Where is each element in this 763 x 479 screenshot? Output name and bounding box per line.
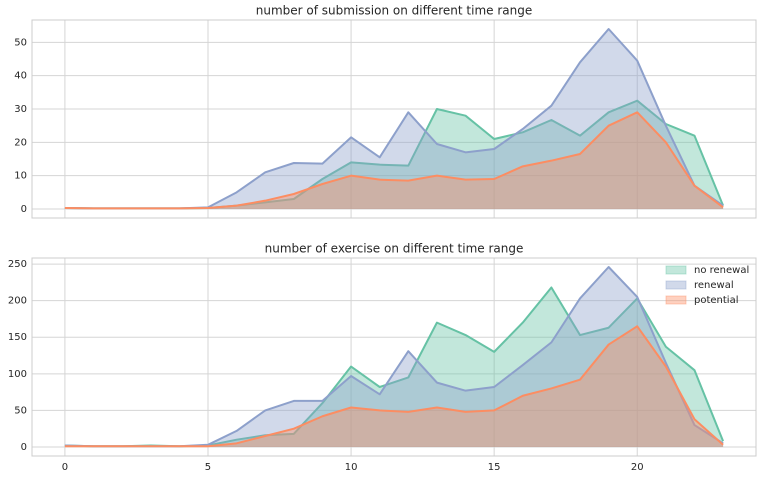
x-tick-label: 10 xyxy=(345,462,358,473)
y-tick-label: 100 xyxy=(8,369,27,380)
area-line xyxy=(64,325,724,448)
area-line xyxy=(64,111,724,210)
y-tick-label: 150 xyxy=(8,332,27,343)
legend-label: potential xyxy=(694,295,738,306)
legend-label: no renewal xyxy=(694,265,749,276)
area-fill xyxy=(64,326,724,447)
y-tick-label: 0 xyxy=(21,442,27,453)
y-tick-label: 50 xyxy=(14,405,27,416)
chart-title: number of submission on different time r… xyxy=(256,4,533,18)
plot-area xyxy=(32,20,756,218)
y-tick-label: 250 xyxy=(8,259,27,270)
axes-frame xyxy=(31,257,757,457)
legend-label: renewal xyxy=(694,280,734,291)
legend-swatch xyxy=(665,265,687,275)
area-fill xyxy=(64,112,724,209)
x-tick-label: 5 xyxy=(205,462,211,473)
y-tick-label: 200 xyxy=(8,296,27,307)
y-tick-label: 30 xyxy=(14,104,27,115)
y-tick-label: 50 xyxy=(14,37,27,48)
legend-swatch xyxy=(665,295,687,305)
x-tick-label: 20 xyxy=(631,462,644,473)
area-fill xyxy=(64,267,724,447)
y-tick-label: 40 xyxy=(14,71,27,82)
chart-title: number of exercise on different time ran… xyxy=(265,242,524,256)
axes-frame xyxy=(31,19,757,219)
area-fill xyxy=(64,287,724,447)
plot-area xyxy=(32,258,756,456)
y-tick-label: 10 xyxy=(14,171,27,182)
x-tick-label: 15 xyxy=(488,462,501,473)
y-tick-label: 0 xyxy=(21,204,27,215)
area-fill xyxy=(64,29,724,209)
y-tick-label: 20 xyxy=(14,137,27,148)
x-tick-label: 0 xyxy=(62,462,68,473)
legend-swatch xyxy=(665,280,687,290)
area-fill xyxy=(64,100,724,209)
